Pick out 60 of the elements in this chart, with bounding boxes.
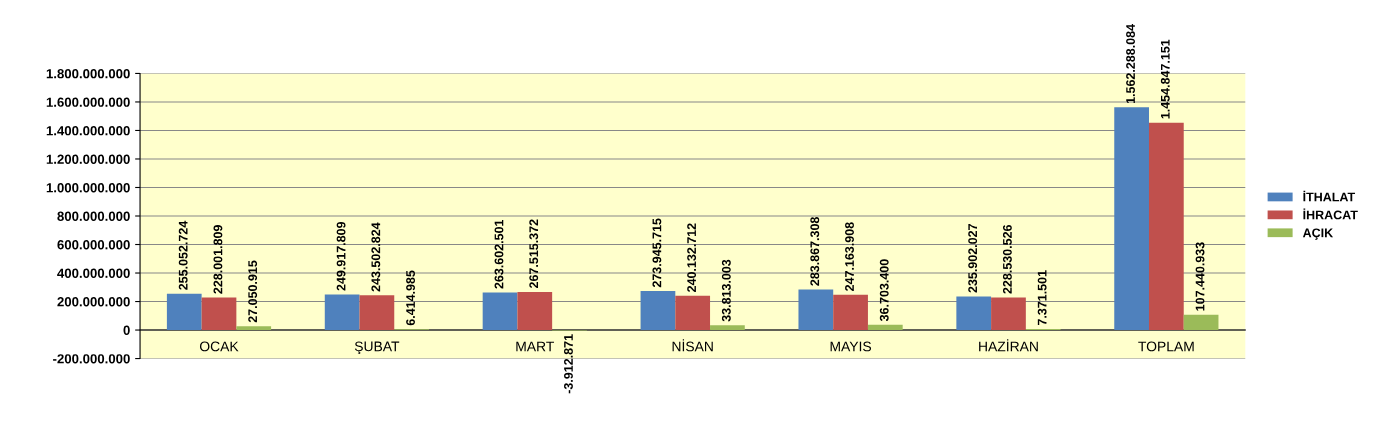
y-tick-label: 1.000.000.000 bbox=[46, 183, 130, 193]
legend-label: AÇIK bbox=[1302, 228, 1334, 240]
bar bbox=[1149, 122, 1184, 331]
bar bbox=[640, 290, 676, 331]
legend-label: İHRACAT bbox=[1303, 208, 1358, 220]
data-label: 235.902.027 bbox=[968, 224, 978, 293]
data-label: 240.132.712 bbox=[687, 223, 697, 292]
data-label: 247.163.908 bbox=[845, 222, 854, 291]
x-tick-label: OCAK bbox=[199, 341, 239, 352]
x-tick-label: TOPLAM bbox=[1138, 341, 1194, 352]
y-tick-label: 200.000.000 bbox=[57, 297, 130, 307]
bar bbox=[1114, 107, 1149, 331]
data-label: 1.562.288.084 bbox=[1126, 24, 1135, 104]
data-label: 267.515.372 bbox=[529, 219, 539, 289]
y-tick-label: 1.800.000.000 bbox=[46, 69, 130, 79]
data-label: 107.440.933 bbox=[1195, 242, 1205, 311]
y-tick-label: 0 bbox=[123, 325, 130, 335]
y-tick-label: 1.200.000.000 bbox=[46, 154, 130, 164]
x-tick-label: NİSAN bbox=[672, 339, 713, 352]
y-tick-label: 800.000.000 bbox=[57, 211, 130, 221]
x-tick-label: MART bbox=[516, 341, 555, 352]
data-label: 249.917.809 bbox=[336, 221, 346, 291]
bar bbox=[482, 292, 518, 331]
bar bbox=[359, 295, 395, 331]
bar bbox=[956, 296, 992, 331]
bar bbox=[201, 297, 237, 331]
bar bbox=[1183, 314, 1219, 331]
data-label: 27.050.915 bbox=[248, 260, 258, 323]
y-tick-label: 1.400.000.000 bbox=[46, 126, 130, 136]
y-tick-label: 400.000.000 bbox=[57, 268, 130, 278]
data-label: 36.703.400 bbox=[879, 259, 889, 322]
bar bbox=[710, 325, 745, 331]
bar bbox=[798, 289, 834, 331]
x-tick-label: HAZİRAN bbox=[979, 339, 1038, 352]
y-tick-label: 1.600.000.000 bbox=[46, 97, 130, 107]
bar bbox=[675, 295, 711, 331]
data-label: 228.530.526 bbox=[1002, 224, 1012, 294]
data-label: 7.371.501 bbox=[1037, 270, 1047, 326]
y-tick-label: -200.000.000 bbox=[53, 354, 130, 364]
data-label: 228.001.809 bbox=[213, 225, 223, 294]
y-tick-label: 600.000.000 bbox=[57, 240, 130, 250]
bar bbox=[166, 293, 202, 331]
data-label: 273.945.715 bbox=[652, 218, 662, 288]
data-label: 33.813.003 bbox=[721, 259, 731, 322]
bar bbox=[867, 324, 903, 331]
data-label: 255.052.724 bbox=[178, 220, 188, 290]
x-tick-label: MAYIS bbox=[830, 341, 872, 352]
bar bbox=[324, 294, 360, 331]
legend-label: İTHALAT bbox=[1303, 190, 1356, 202]
data-label: 1.454.847.151 bbox=[1160, 39, 1170, 119]
data-label: -3.912.871 bbox=[564, 334, 573, 394]
bar bbox=[517, 291, 553, 331]
data-label: 263.602.501 bbox=[494, 219, 504, 289]
x-tick-label: ŞUBAT bbox=[354, 341, 400, 355]
bar bbox=[833, 294, 868, 331]
data-label: 6.414.985 bbox=[406, 270, 415, 326]
data-label: 243.502.824 bbox=[371, 222, 381, 292]
data-label: 283.867.308 bbox=[810, 217, 820, 286]
bar bbox=[236, 326, 272, 331]
bar bbox=[991, 297, 1026, 331]
